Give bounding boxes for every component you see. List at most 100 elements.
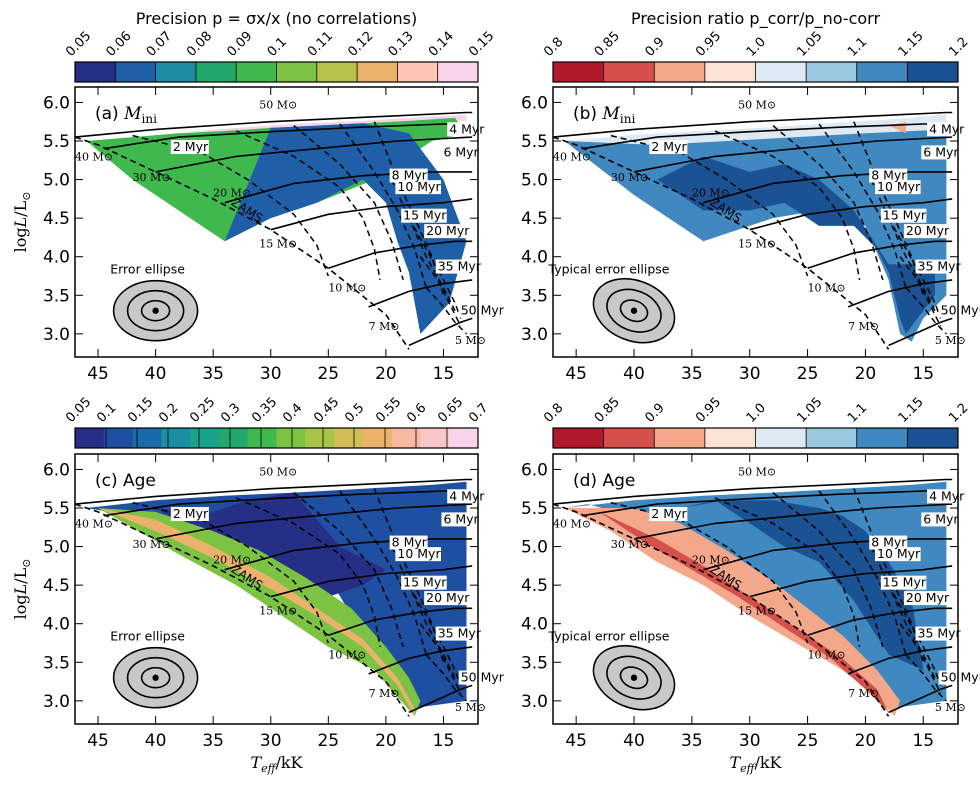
track-label: 15 M⊙ <box>738 604 776 617</box>
contour-region <box>155 492 386 601</box>
track-label: 7 M⊙ <box>369 687 400 700</box>
y-tick-label: 6.0 <box>43 93 70 113</box>
isochrone-label-bg <box>441 512 478 527</box>
evolution-track <box>633 136 953 173</box>
x-tick-label: 30 <box>739 364 761 384</box>
isochrone-label-bg <box>395 547 441 562</box>
evolution-track <box>368 646 473 675</box>
track-label: 5 M⊙ <box>935 334 966 347</box>
isochrone-label: 4 Myr <box>929 488 965 503</box>
colorbar-title: Precision ratio p_corr/p_no-corr <box>631 9 881 29</box>
isochrone-label-bg <box>401 575 447 590</box>
colorbar-tick-label: 0.06 <box>104 29 135 60</box>
x-tick-label: 15 <box>433 364 455 384</box>
isochrone-label: 6 Myr <box>923 144 959 159</box>
y-tick-label: 4.0 <box>521 615 548 635</box>
colorbar-swatch <box>603 428 655 448</box>
plot-frame <box>552 86 959 358</box>
error-ellipse-label: Typical error ellipse <box>548 262 670 277</box>
isochrone-line <box>419 623 462 694</box>
isochrone-label-bg <box>880 208 927 223</box>
x-tick-label: 45 <box>565 731 587 751</box>
isochrone-label-bg <box>435 626 478 641</box>
evolution-track <box>553 478 953 505</box>
isochrone-line <box>899 623 942 694</box>
track-label: 7 M⊙ <box>369 320 400 333</box>
colorbar-swatch <box>755 428 807 448</box>
colorbar-tick-label: 0.05 <box>63 29 94 60</box>
y-tick-label: 4.0 <box>43 248 70 268</box>
colorbar-swatch <box>420 428 450 448</box>
track-label: 40 M⊙ <box>75 517 113 530</box>
x-tick-label: 20 <box>855 731 877 751</box>
colorbar-swatch <box>305 428 335 448</box>
colorbar-tick-label: 1.05 <box>794 395 825 426</box>
isochrone-label-bg <box>447 489 478 504</box>
isochrone-label: 6 Myr <box>443 144 479 159</box>
evolution-track <box>888 317 953 347</box>
isochrone-label: 20 Myr <box>426 590 470 605</box>
y-tick-label: 4.0 <box>43 615 70 635</box>
isochrone-label: 2 Myr <box>173 139 209 154</box>
isochrone-line <box>772 125 884 281</box>
isochrone-label-bg <box>938 303 958 318</box>
colorbar-swatch <box>704 62 756 82</box>
colorbar-swatch <box>437 62 479 82</box>
isochrone-line <box>339 490 427 655</box>
isochrone-line <box>887 217 942 319</box>
colorbar-swatch <box>190 428 220 448</box>
colorbar-swatch <box>103 428 134 448</box>
colorbar-swatch <box>907 62 959 82</box>
y-tick-label: 4.0 <box>521 248 548 268</box>
isochrone-line <box>293 125 404 281</box>
colorbar-tick-label: 0.1 <box>94 401 119 426</box>
isochrone-label: 4 Myr <box>449 121 485 136</box>
panel-d: 0.8 0.85 0.9 0.95 1.0 1.05 1.1 1.15 1.2 50 M⊙ 40 M… <box>521 395 980 775</box>
colorbar-tick-label: 0.8 <box>541 35 566 60</box>
isochrone-label-bg <box>389 168 428 183</box>
isochrone-line <box>870 546 936 679</box>
colorbar-swatch <box>856 428 908 448</box>
isochrone-label: 4 Myr <box>929 121 965 136</box>
evolution-track <box>408 317 473 347</box>
isochrone-label: 20 Myr <box>906 223 950 238</box>
evolution-track <box>155 503 473 540</box>
colorbar-tick-label: 1.2 <box>946 401 971 426</box>
zams-line <box>75 136 410 350</box>
y-tick-label: 5.5 <box>43 132 70 152</box>
track-label: 7 M⊙ <box>848 687 879 700</box>
isochrone-line <box>293 492 404 648</box>
y-tick-label: 5.5 <box>521 499 548 519</box>
track-label: 5 M⊙ <box>455 701 486 714</box>
isochrone-label: 6 Myr <box>443 511 479 526</box>
x-tick-label: 45 <box>565 364 587 384</box>
colorbar-swatch <box>316 62 358 82</box>
x-tick-label: 45 <box>87 731 109 751</box>
isochrone-line <box>818 490 907 655</box>
colorbar-tick-label: 0.4 <box>280 401 305 426</box>
isochrone-line <box>905 654 947 702</box>
colorbar-tick-label: 0.95 <box>693 395 724 426</box>
isochrone-line <box>408 584 462 686</box>
y-tick-label: 3.0 <box>43 325 70 345</box>
isochrone-label-bg <box>441 145 478 160</box>
error-ellipse-ring <box>619 299 649 323</box>
zams-line <box>75 503 410 717</box>
isochrone-label-bg <box>389 535 428 550</box>
isochrone-label: 15 Myr <box>403 575 447 590</box>
colorbar-swatch <box>236 62 277 82</box>
isochrone-label-bg <box>170 140 209 155</box>
colorbar-swatch <box>654 428 706 448</box>
colorbar-swatch <box>276 428 306 448</box>
colorbar-tick-label: 1.2 <box>946 35 971 60</box>
colorbar-swatch <box>654 62 706 82</box>
colorbar-tick-label: 0.5 <box>342 401 367 426</box>
x-tick-label: 25 <box>317 731 339 751</box>
isochrone-label: 50 Myr <box>941 303 980 318</box>
isochrone-label: 15 Myr <box>883 208 927 223</box>
colorbar-swatch <box>603 62 655 82</box>
track-label: 7 M⊙ <box>848 320 879 333</box>
error-ellipse-center <box>630 674 638 681</box>
isochrone-label: 4 Myr <box>449 488 485 503</box>
colorbar-swatch <box>553 62 605 82</box>
